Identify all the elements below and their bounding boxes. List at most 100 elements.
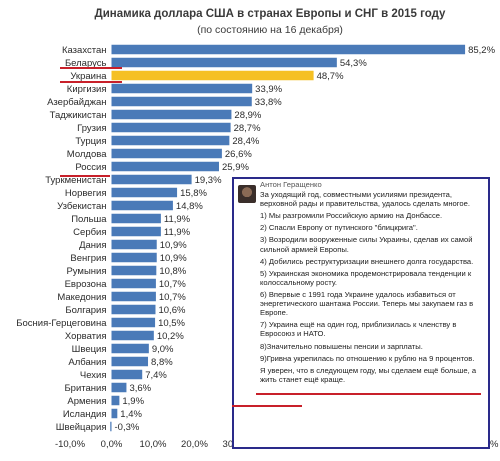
data-label: -0,3% xyxy=(115,422,140,433)
bar-29 xyxy=(110,421,112,432)
underline-russia xyxy=(60,175,110,177)
data-label: 8,8% xyxy=(151,357,173,368)
bar-12 xyxy=(111,200,173,211)
x-tick-label: 0,0% xyxy=(101,439,123,450)
data-label: 11,9% xyxy=(164,214,191,225)
facebook-post-overlay: Антон Геращенко За уходящий год, совмест… xyxy=(232,177,490,449)
x-tick-label: -10,0% xyxy=(55,439,86,450)
category-label: Албания xyxy=(68,357,106,368)
bar-6 xyxy=(111,122,231,133)
post-paragraph: Я уверен, что в следующем году, мы сдела… xyxy=(260,365,477,384)
category-label: Македония xyxy=(57,292,106,303)
category-label: Грузия xyxy=(77,123,106,134)
data-label: 10,5% xyxy=(158,318,185,329)
category-label: Еврозона xyxy=(65,279,108,290)
bar-16 xyxy=(111,252,157,263)
post-paragraph: 6) Впервые с 1991 года Украине удалось и… xyxy=(260,289,474,318)
data-label: 3,6% xyxy=(129,383,151,394)
category-label: Британия xyxy=(64,383,106,394)
bar-9 xyxy=(111,161,219,172)
data-label: 10,8% xyxy=(159,266,186,277)
bar-23 xyxy=(111,343,149,354)
bar-26 xyxy=(111,382,127,393)
category-label: Туркменистан xyxy=(45,175,106,186)
data-label: 9,0% xyxy=(152,344,174,355)
data-label: 1,9% xyxy=(122,396,144,407)
category-label: Хорватия xyxy=(65,331,107,342)
post-paragraph: 2) Спасли Европу от путинского "блицкриг… xyxy=(260,223,418,233)
category-label: Таджикистан xyxy=(50,110,107,121)
data-label: 28,9% xyxy=(234,110,261,121)
author-avatar xyxy=(238,185,256,203)
data-label: 1,4% xyxy=(120,409,142,420)
chart-title: Динамика доллара США в странах Европы и … xyxy=(94,8,446,20)
bar-0 xyxy=(111,44,466,55)
bar-22 xyxy=(111,330,154,341)
post-author: Антон Геращенко xyxy=(260,180,322,189)
bar-15 xyxy=(111,239,157,250)
bar-25 xyxy=(111,369,143,380)
x-tick-label: 10,0% xyxy=(140,439,167,450)
category-label: Венгрия xyxy=(70,253,106,264)
bar-28 xyxy=(111,408,118,419)
chart-subtitle: (по состоянию на 16 декабря) xyxy=(197,24,343,36)
category-label: Сербия xyxy=(73,227,106,238)
category-label: Казахстан xyxy=(62,45,107,56)
data-label: 54,3% xyxy=(340,58,367,69)
category-label: Норвегия xyxy=(65,188,107,199)
category-label: Швеция xyxy=(72,344,107,355)
category-label: Армения xyxy=(67,396,106,407)
data-label: 7,4% xyxy=(145,370,167,381)
underline-hryvnia-2 xyxy=(232,405,302,407)
bar-2 xyxy=(111,70,314,81)
category-label: Чехия xyxy=(80,370,107,381)
bar-5 xyxy=(111,109,232,120)
post-paragraph: 7) Украина ещё на один год, приблизилась… xyxy=(260,320,457,339)
category-label: Исландия xyxy=(63,409,107,420)
category-label: Киргизия xyxy=(67,84,107,95)
data-label: 33,8% xyxy=(255,97,282,108)
underline-ukraine-1 xyxy=(60,67,122,69)
data-label: 15,8% xyxy=(180,188,207,199)
data-label: 28,4% xyxy=(232,136,259,147)
bar-18 xyxy=(111,278,156,289)
data-label: 10,2% xyxy=(157,331,184,342)
data-label: 85,2% xyxy=(468,45,495,56)
category-label: Дания xyxy=(79,240,106,251)
bar-17 xyxy=(111,265,157,276)
data-label: 11,9% xyxy=(164,227,191,238)
data-label: 10,6% xyxy=(158,305,185,316)
data-label: 26,6% xyxy=(225,149,252,160)
bar-10 xyxy=(111,174,192,185)
underline-hryvnia-1 xyxy=(256,393,481,395)
bar-20 xyxy=(111,304,156,315)
category-label: Турция xyxy=(75,136,106,147)
post-paragraph: 5) Украинская экономика продемонстрирова… xyxy=(260,268,472,287)
bar-4 xyxy=(111,96,252,107)
post-paragraph: 1) Мы разгромили Российскую армию на Дон… xyxy=(260,211,443,221)
category-label: Узбекистан xyxy=(57,201,106,212)
bar-13 xyxy=(111,213,161,224)
bar-14 xyxy=(111,226,161,237)
category-label: Россия xyxy=(75,162,106,173)
bar-27 xyxy=(111,395,120,406)
category-label: Беларусь xyxy=(65,58,107,69)
post-paragraph: 4) Добились реструктуризации внешнего до… xyxy=(260,256,474,266)
data-label: 10,9% xyxy=(160,240,187,251)
category-label: Болгария xyxy=(65,305,106,316)
data-label: 10,7% xyxy=(159,279,186,290)
category-label: Молдова xyxy=(67,149,107,160)
data-label: 28,7% xyxy=(234,123,261,134)
bar-3 xyxy=(111,83,253,94)
bar-11 xyxy=(111,187,178,198)
category-label: Румыния xyxy=(66,266,106,277)
data-label: 10,7% xyxy=(159,292,186,303)
post-paragraph: 3) Возродили вооруженные силы Украины, с… xyxy=(260,235,473,254)
category-label: Швейцария xyxy=(56,422,107,433)
category-label: Польша xyxy=(71,214,107,225)
bar-1 xyxy=(111,57,337,68)
bar-7 xyxy=(111,135,230,146)
post-paragraph: 8)Значительно повышены пенсии и зарплаты… xyxy=(260,341,423,351)
data-label: 48,7% xyxy=(317,71,344,82)
